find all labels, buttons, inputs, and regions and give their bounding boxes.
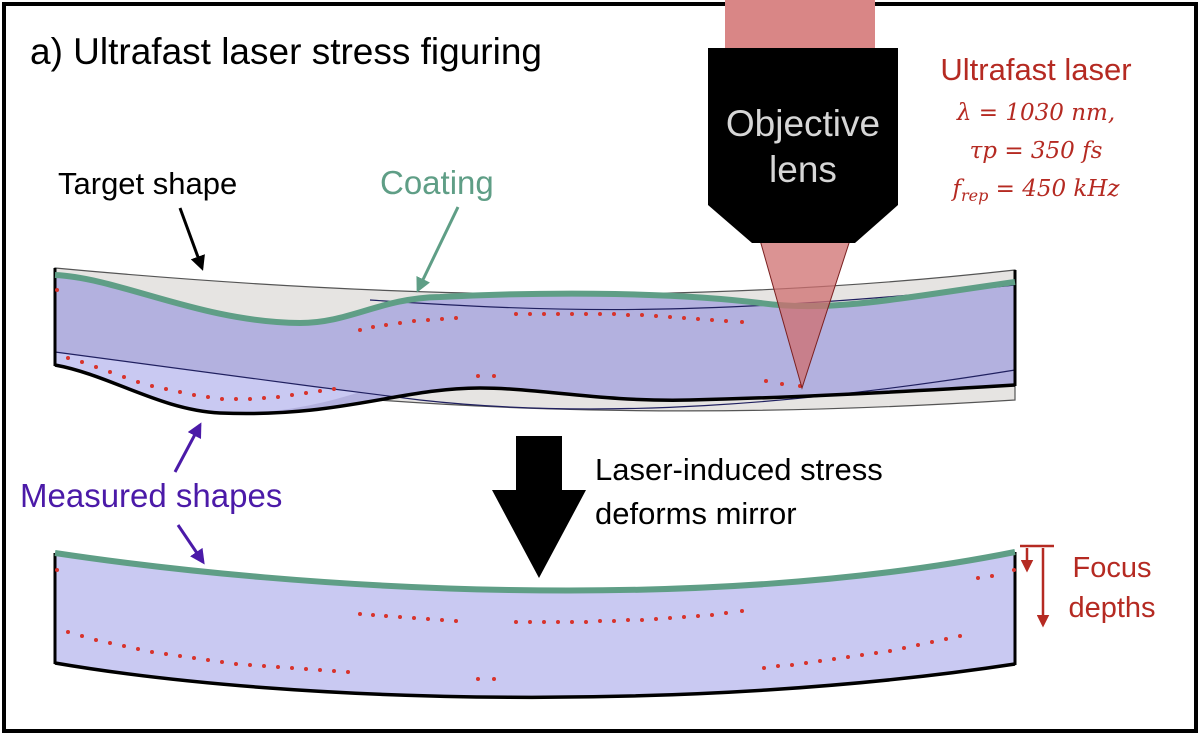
- rep-rate-value: = 450 kHz: [988, 176, 1120, 202]
- deformation-arrow: [492, 436, 586, 578]
- bottom-mirror: [53, 549, 1017, 700]
- rep-rate-subscript: rep: [961, 186, 988, 205]
- target-shape-label: Target shape: [58, 166, 237, 201]
- bottom-mirror-body: [55, 552, 1015, 698]
- measured-arrow-up: [173, 422, 202, 473]
- beam-input: [725, 0, 875, 48]
- laser-rep-rate: frep = 450 kHz: [950, 176, 1120, 205]
- laser-pulse-duration: τp = 350 fs: [970, 138, 1103, 164]
- measured-arrow-down: [176, 524, 205, 565]
- stress-label-line1: Laser-induced stress: [595, 452, 883, 487]
- laser-wavelength: λ = 1030 nm,: [956, 100, 1115, 126]
- measured-shapes-label: Measured shapes: [20, 477, 282, 514]
- bottom-focus-dots: [55, 568, 1016, 681]
- top-mirror-bottom-edge: [54, 363, 1016, 416]
- focus-depths-line1: Focus: [1073, 552, 1152, 584]
- objective-label-line2: lens: [769, 149, 837, 190]
- objective-lens-body: [708, 48, 898, 243]
- coating-bottom: [54, 549, 1016, 594]
- measured-shape-top-lower-strip: [55, 352, 360, 414]
- coating-label: Coating: [380, 164, 494, 201]
- focus-depths-line2: depths: [1068, 592, 1155, 624]
- coating-arrow: [416, 206, 460, 293]
- stress-label-line2: deforms mirror: [595, 496, 797, 531]
- panel-title: a) Ultrafast laser stress figuring: [30, 31, 542, 72]
- rep-rate-symbol: f: [950, 176, 964, 202]
- bottom-mirror-bottom-edge: [54, 661, 1016, 700]
- top-focus-dots: [55, 288, 802, 401]
- target-shape-arrow: [178, 207, 205, 271]
- laser-title: Ultrafast laser: [940, 52, 1131, 87]
- measured-shape-top: [55, 275, 1015, 414]
- laser-beam: [725, 0, 875, 390]
- top-mirror: [53, 267, 1017, 416]
- objective-label-line1: Objective: [726, 103, 880, 144]
- coating-top: [54, 272, 1016, 327]
